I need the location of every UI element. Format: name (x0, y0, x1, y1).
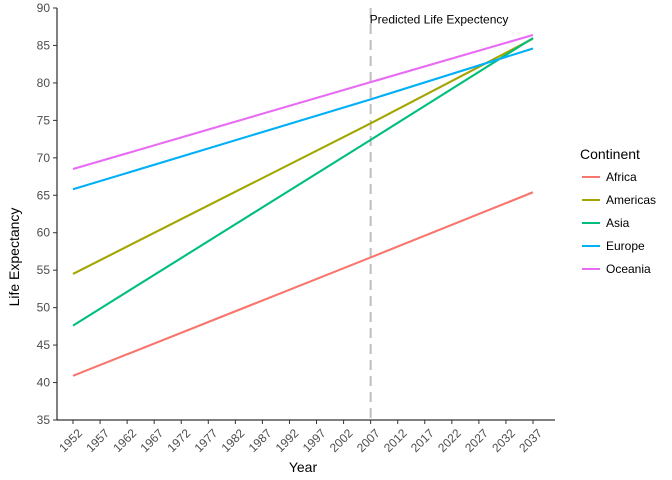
y-tick-label: 70 (37, 151, 51, 165)
y-tick-label: 80 (37, 76, 51, 90)
x-tick-label: 2032 (489, 426, 518, 455)
x-axis: 1952195719621967197219771982198719921997… (56, 419, 555, 455)
x-tick-label: 1997 (300, 426, 329, 455)
legend-label-africa: Africa (606, 170, 637, 184)
x-tick-label: 2002 (327, 426, 356, 455)
x-tick-label: 1982 (219, 426, 248, 455)
y-axis-title: Life Expectancy (6, 208, 22, 307)
series-line-oceania (72, 33, 534, 171)
legend-label-americas: Americas (606, 193, 656, 207)
x-tick-label: 1967 (137, 426, 166, 455)
x-tick-label: 1992 (273, 426, 302, 455)
y-tick-label: 90 (37, 1, 51, 15)
y-tick-label: 85 (37, 38, 51, 52)
x-tick-label: 1977 (192, 426, 221, 455)
y-tick-label: 45 (37, 338, 51, 352)
legend-label-oceania: Oceania (606, 262, 651, 276)
y-tick-label: 75 (37, 113, 51, 127)
series-line-africa (72, 191, 534, 377)
series-line-asia (72, 37, 534, 327)
y-tick-label: 55 (37, 263, 51, 277)
y-axis: 35 40 45 50 55 60 65 70 75 80 85 90 (37, 1, 58, 427)
series-line-europe (72, 47, 534, 191)
x-tick-label: 2007 (354, 426, 383, 455)
prediction-annotation: Predicted Life Expectency (370, 12, 509, 26)
x-tick-label: 1987 (246, 426, 275, 455)
legend-label-europe: Europe (606, 239, 645, 253)
x-tick-label: 2022 (435, 426, 464, 455)
x-tick-label: 2027 (462, 426, 491, 455)
series-line-americas (72, 37, 534, 275)
legend: Continent Africa Americas Asia Europe Oceani… (580, 146, 656, 276)
x-tick-label: 2017 (408, 426, 437, 455)
legend-label-asia: Asia (606, 216, 630, 230)
y-tick-label: 60 (37, 226, 51, 240)
y-tick-label: 40 (37, 376, 51, 390)
x-tick-label: 2037 (516, 426, 545, 455)
y-tick-label: 50 (37, 301, 51, 315)
legend-title: Continent (580, 146, 640, 162)
x-tick-label: 1957 (83, 426, 112, 455)
x-tick-label: 1962 (110, 426, 139, 455)
x-axis-title: Year (289, 459, 318, 475)
y-tick-label: 35 (37, 413, 51, 427)
plot-area: Predicted Life Expectency (72, 8, 534, 420)
x-tick-label: 1952 (56, 426, 85, 455)
y-tick-label: 65 (37, 188, 51, 202)
x-tick-label: 1972 (165, 426, 194, 455)
x-tick-label: 2012 (381, 426, 410, 455)
